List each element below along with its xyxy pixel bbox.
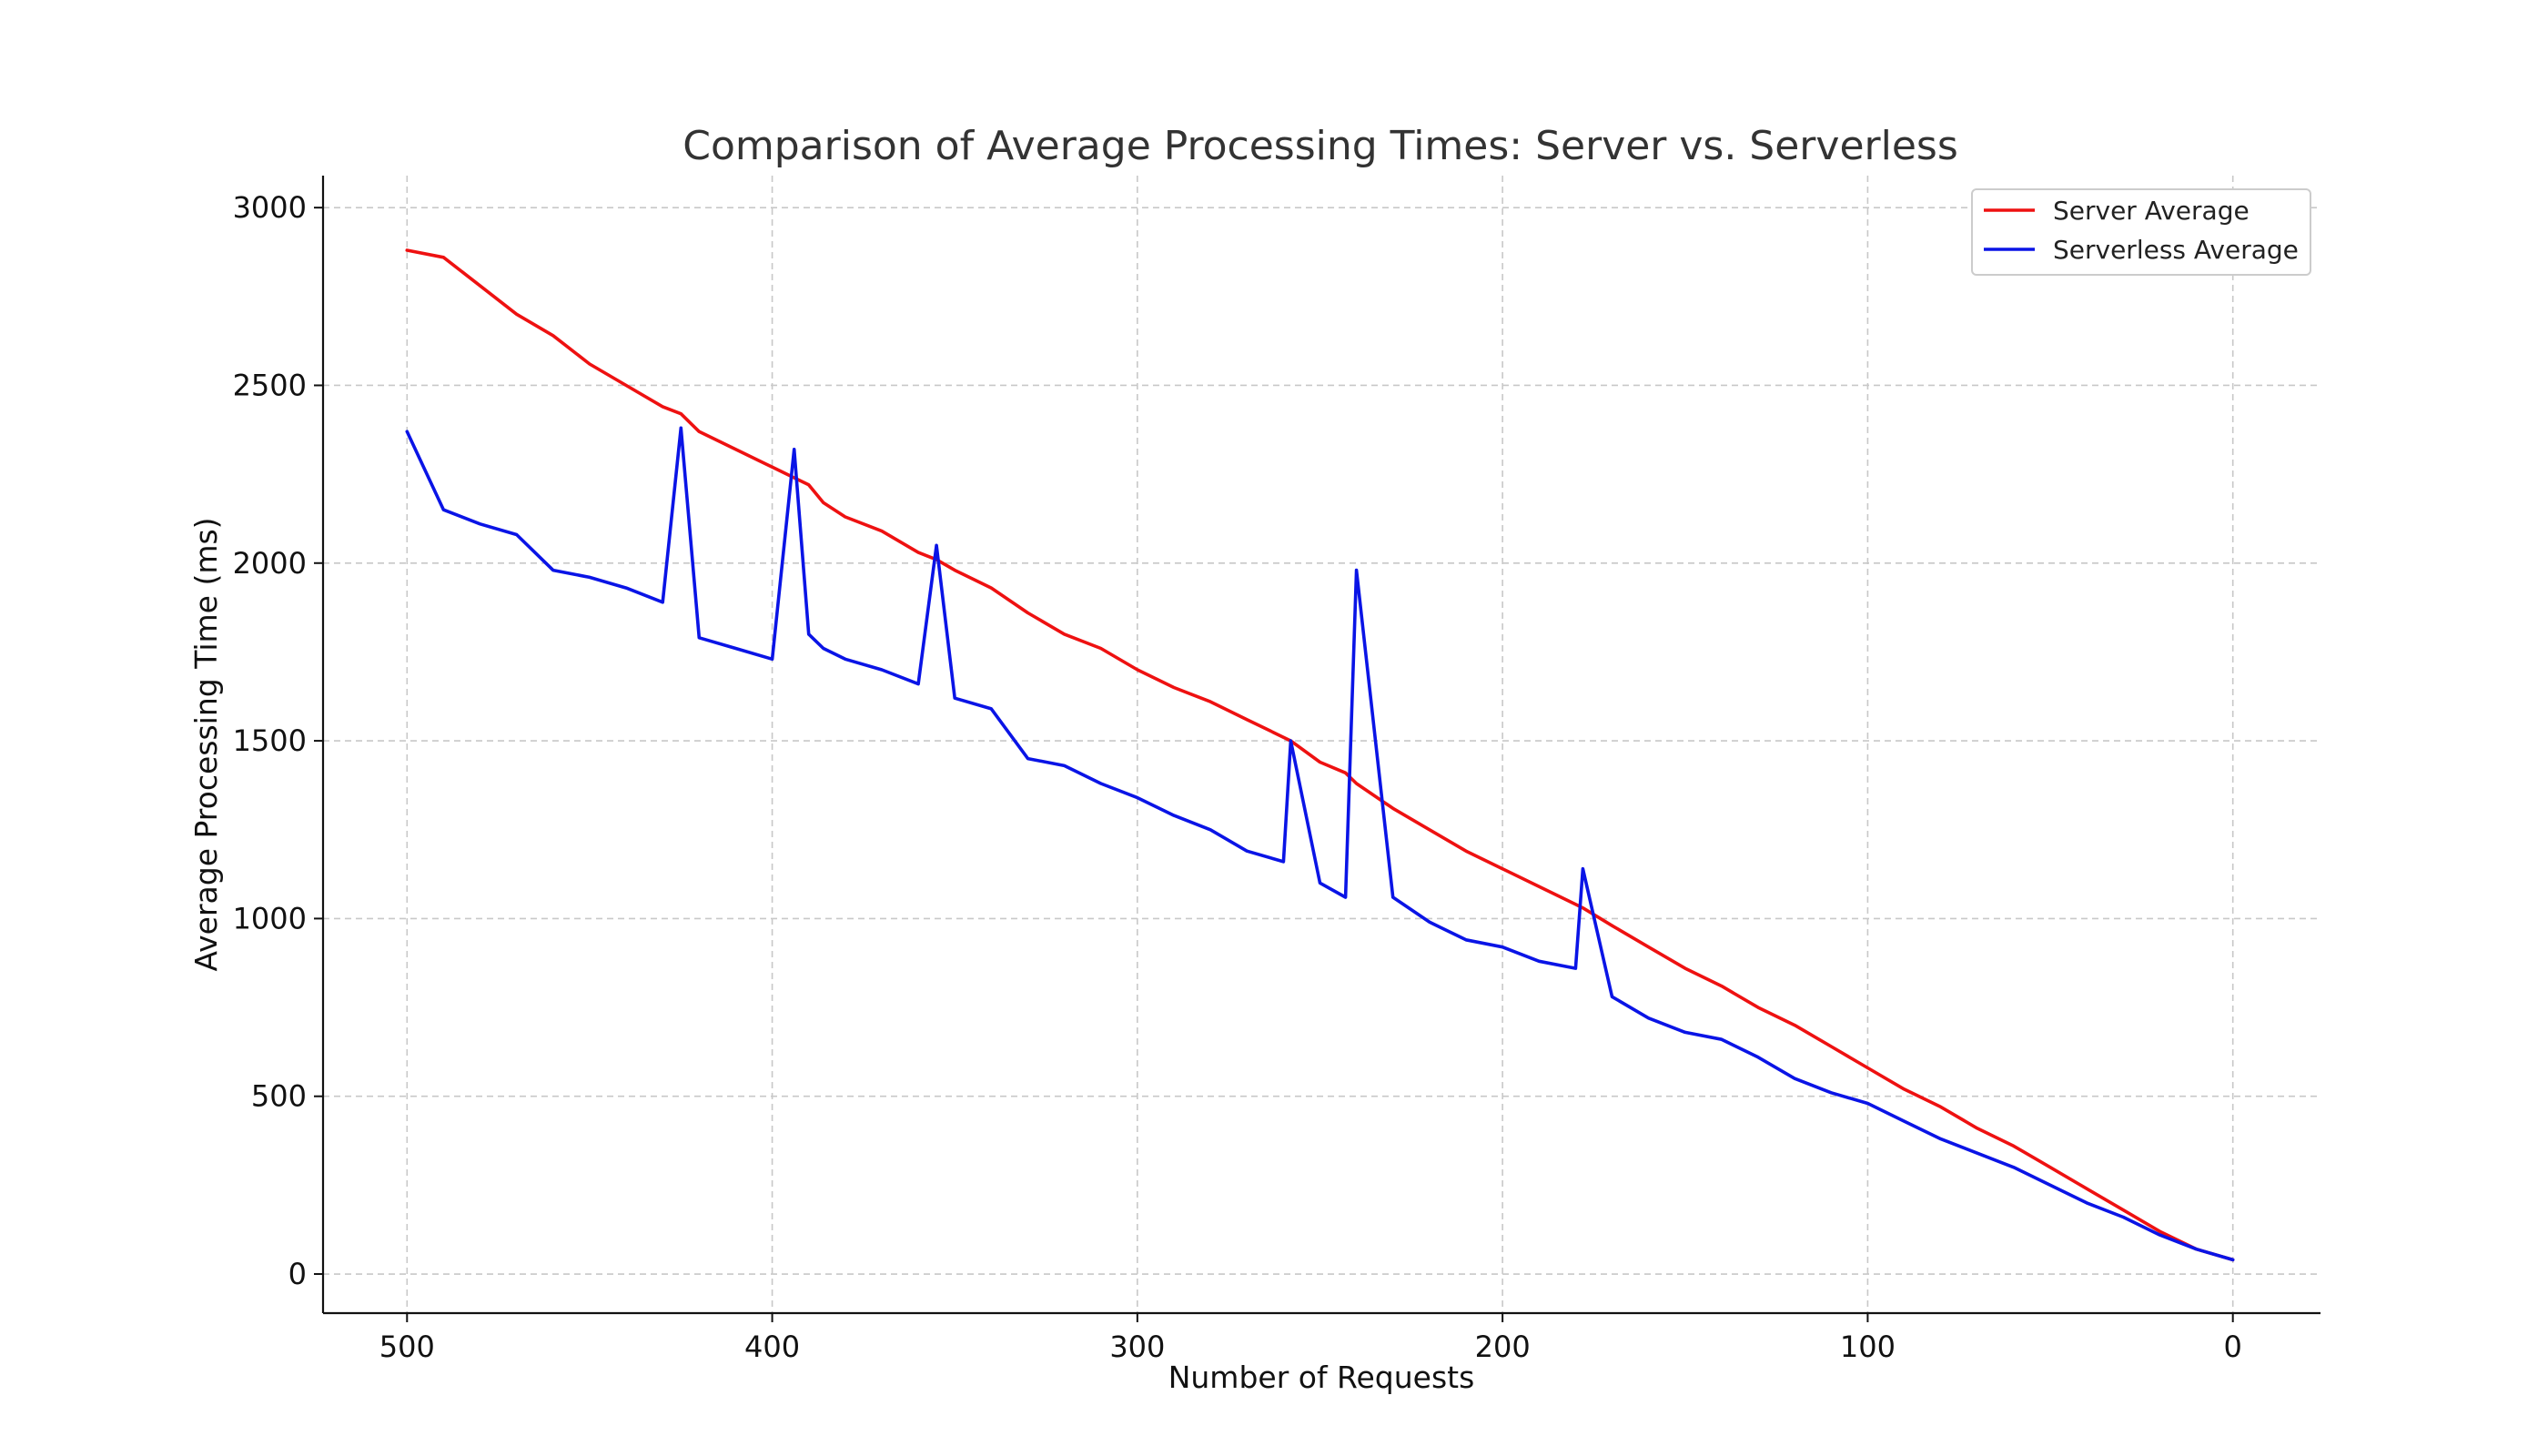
series-line-server	[405, 248, 2235, 1262]
x-tick-label: 400	[744, 1330, 800, 1364]
x-axis-label: Number of Requests	[1168, 1360, 1475, 1395]
legend-label-serverless: Serverless Average	[2053, 235, 2299, 265]
x-tick-label: 300	[1109, 1330, 1165, 1364]
legend: Server Average Serverless Average	[1971, 188, 2311, 276]
chart-title: Comparison of Average Processing Times: …	[682, 123, 1958, 169]
legend-box	[1971, 188, 2311, 276]
y-tick-label: 1000	[233, 901, 307, 935]
y-tick-label: 3000	[233, 190, 307, 225]
grid	[323, 176, 2320, 1313]
x-tick-label: 0	[2224, 1330, 2242, 1364]
x-tick-label: 100	[1840, 1330, 1896, 1364]
y-axis-label: Average Processing Time (ms)	[188, 517, 224, 971]
y-tick-label: 2500	[233, 368, 307, 402]
y-tick-label: 1500	[233, 723, 307, 758]
x-tick-label: 500	[379, 1330, 435, 1364]
legend-label-server: Server Average	[2053, 196, 2250, 226]
y-tick-label: 2000	[233, 546, 307, 581]
x-tick-label: 200	[1475, 1330, 1531, 1364]
plot-frame	[321, 176, 2320, 1315]
y-tick-label: 0	[288, 1257, 307, 1291]
series-group	[405, 248, 2235, 1262]
series-line-serverless	[405, 426, 2235, 1262]
y-tick-label: 500	[251, 1079, 307, 1114]
